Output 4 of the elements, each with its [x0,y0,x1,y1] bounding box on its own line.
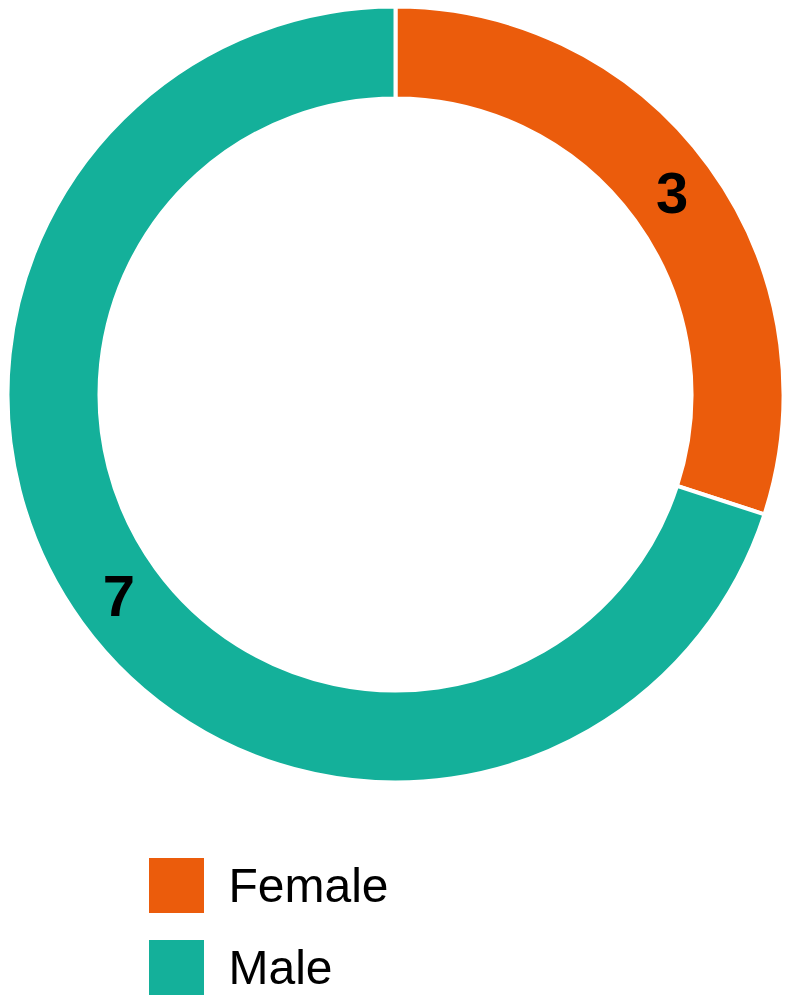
legend-label: Female [228,859,389,912]
data-label: 3 [656,160,689,226]
data-label: 7 [102,562,135,628]
legend-label: Male [228,941,333,994]
